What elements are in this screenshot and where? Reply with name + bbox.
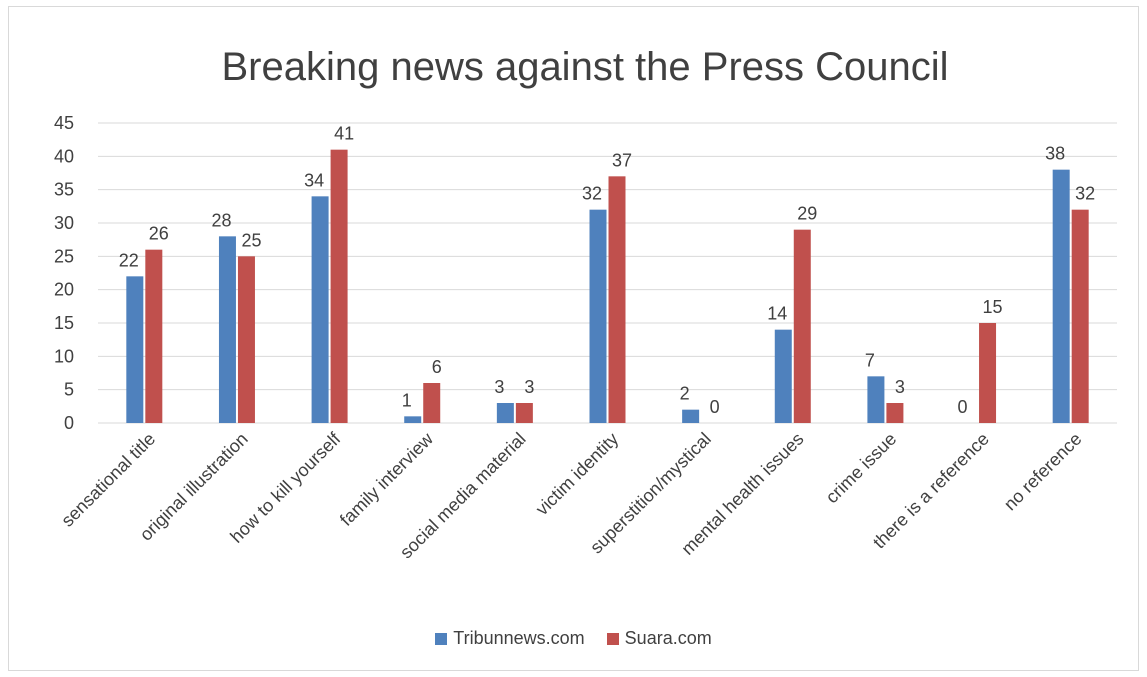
y-tick-label: 15 <box>54 313 74 333</box>
legend-label: Suara.com <box>624 628 712 648</box>
y-tick-label: 5 <box>64 380 74 400</box>
data-label: 25 <box>241 230 261 250</box>
bar-suara <box>145 249 163 423</box>
data-label: 6 <box>432 357 442 377</box>
data-label: 34 <box>304 170 324 190</box>
data-label: 37 <box>612 150 632 170</box>
y-tick-label: 35 <box>54 180 74 200</box>
y-tick-label: 30 <box>54 213 74 233</box>
bar-tribunnews <box>589 209 607 423</box>
data-label: 15 <box>983 297 1003 317</box>
data-label: 41 <box>334 124 354 144</box>
bar-tribunnews <box>682 409 700 423</box>
bar-tribunnews <box>404 416 422 423</box>
legend-label: Tribunnews.com <box>453 628 585 648</box>
chart-title: Breaking news against the Press Council <box>221 45 948 89</box>
bar-tribunnews <box>1052 169 1070 423</box>
data-label: 0 <box>710 397 720 417</box>
data-label: 2 <box>680 384 690 404</box>
legend-swatch <box>435 632 448 645</box>
bar-suara <box>979 323 997 423</box>
bar-tribunnews <box>218 236 236 423</box>
x-tick-label: victim identity <box>532 429 623 520</box>
x-tick-label: sensational title <box>57 429 159 531</box>
chart-frame <box>8 6 1139 671</box>
data-label: 22 <box>119 250 139 270</box>
y-tick-label: 25 <box>54 246 74 266</box>
bar-tribunnews <box>126 276 144 423</box>
bar-suara <box>886 403 904 423</box>
data-label: 3 <box>494 377 504 397</box>
bar-suara <box>237 256 255 423</box>
y-tick-label: 20 <box>54 280 74 300</box>
legend-swatch <box>606 632 619 645</box>
legend-item: Tribunnews.com <box>435 628 585 649</box>
data-label: 26 <box>149 224 169 244</box>
data-label: 28 <box>211 210 231 230</box>
x-tick-label: crime issue <box>822 429 901 508</box>
y-tick-label: 45 <box>54 113 74 133</box>
bar-tribunnews <box>311 196 329 423</box>
data-label: 7 <box>865 350 875 370</box>
x-tick-label: no reference <box>1000 429 1086 515</box>
gridlines <box>98 122 1117 424</box>
y-tick-label: 0 <box>64 413 74 433</box>
bar-suara <box>1071 209 1089 423</box>
bars <box>126 149 1089 423</box>
bar-suara <box>515 403 533 423</box>
data-label: 0 <box>958 397 968 417</box>
bar-tribunnews <box>867 376 885 423</box>
chart-legend: Tribunnews.com Suara.com <box>0 628 1147 649</box>
data-label: 32 <box>1075 184 1095 204</box>
bar-tribunnews <box>774 329 792 423</box>
bar-suara <box>608 176 626 423</box>
data-label: 29 <box>797 204 817 224</box>
data-label: 14 <box>767 304 787 324</box>
legend-item: Suara.com <box>606 628 712 649</box>
y-axis-ticks: 0 5 10 15 20 25 30 35 40 45 <box>54 113 74 433</box>
data-label: 32 <box>582 184 602 204</box>
y-tick-label: 10 <box>54 346 74 366</box>
data-label: 3 <box>524 377 534 397</box>
data-label: 1 <box>402 390 412 410</box>
data-label: 38 <box>1045 144 1065 164</box>
x-tick-label: family interview <box>336 428 438 530</box>
data-label: 3 <box>895 377 905 397</box>
bar-suara <box>330 149 348 423</box>
bar-tribunnews <box>496 403 514 423</box>
bar-suara <box>793 229 811 423</box>
bar-suara <box>423 383 441 423</box>
y-tick-label: 40 <box>54 146 74 166</box>
